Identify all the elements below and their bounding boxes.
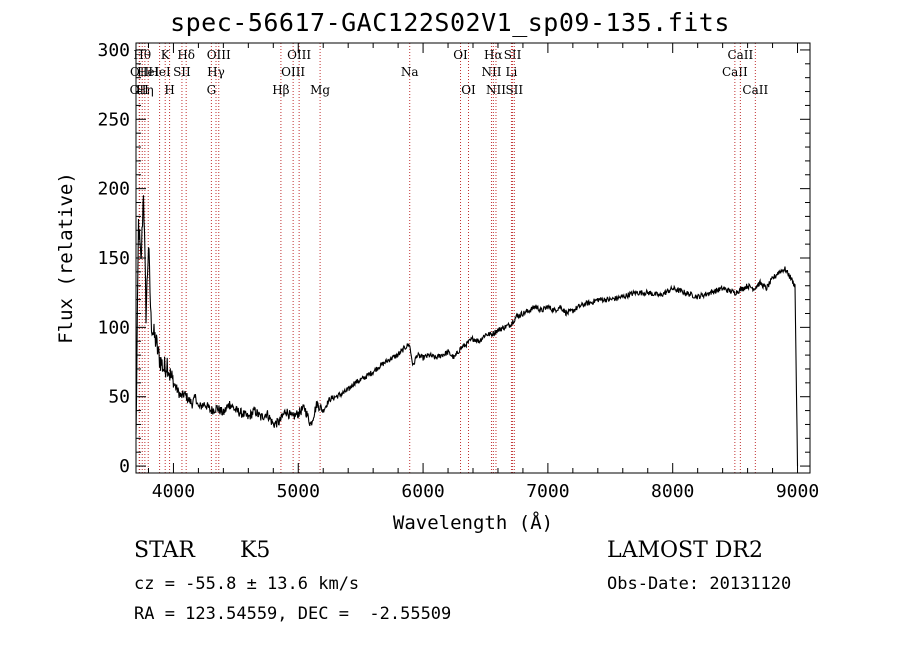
line-label: Hδ — [177, 48, 195, 62]
line-label: SII — [173, 65, 191, 79]
line-label: OII — [130, 65, 150, 79]
line-label: HeI — [148, 65, 171, 79]
obs-date: Obs-Date: 20131120 — [607, 574, 792, 594]
x-tick-label: 5000 — [277, 481, 320, 502]
line-label: Hθ — [133, 48, 151, 62]
line-label: OII — [130, 83, 150, 97]
axes: 4000 5000 6000 7000 8000 9000 0 50 100 150 200 250 3… — [97, 40, 819, 502]
survey-name: LAMOST DR2 — [607, 538, 763, 563]
x-tick-label: 7000 — [526, 481, 569, 502]
line-label: Hγ — [207, 65, 225, 79]
x-tick-label: 9000 — [776, 481, 819, 502]
line-label: SII — [504, 48, 522, 62]
y-tick-label: 150 — [97, 248, 130, 269]
line-label: OIII — [287, 48, 311, 62]
x-tick-label: 8000 — [651, 481, 694, 502]
line-label: H — [164, 83, 174, 97]
spectrum-line — [135, 195, 799, 467]
line-label: Hη — [136, 83, 154, 97]
object-class: STAR — [134, 538, 195, 563]
line-label: OI — [453, 48, 468, 62]
line-label: Mg — [310, 83, 330, 97]
line-label: CaII — [742, 83, 768, 97]
x-axis-label: Wavelength (Å) — [393, 511, 553, 534]
line-label: OIII — [207, 48, 231, 62]
line-label: Li — [506, 65, 518, 79]
y-axis-label: Flux (relative) — [55, 172, 77, 344]
y-tick-label: 0 — [119, 456, 130, 477]
chart-title: spec-56617-GAC122S02V1_sp09-135.fits — [170, 8, 730, 37]
line-label: Na — [401, 65, 419, 79]
spectrum-series-group — [135, 195, 799, 467]
line-label: K — [161, 48, 171, 62]
line-label: Hα — [484, 48, 503, 62]
line-label: G — [207, 83, 217, 97]
line-label: NII — [486, 83, 506, 97]
x-tick-label: 6000 — [401, 481, 444, 502]
line-label: CaII — [722, 65, 748, 79]
line-label: OI — [461, 83, 476, 97]
line-label: SII — [505, 83, 523, 97]
y-tick-label: 100 — [97, 317, 130, 338]
object-subclass: K5 — [240, 538, 271, 563]
y-tick-label: 200 — [97, 179, 130, 200]
y-tick-label: 300 — [97, 40, 130, 61]
line-label: CaII — [727, 48, 753, 62]
redshift-text: cz = -55.8 ± 13.6 km/s — [134, 574, 360, 594]
line-label: OIII — [281, 65, 305, 79]
line-label: NII — [481, 65, 501, 79]
y-tick-label: 50 — [108, 387, 130, 408]
y-tick-label: 250 — [97, 109, 130, 130]
emission-line-markers: OIIOIIHθHηHeIHeIKHSIIHδGHγOIIIHβOIIIOIII… — [130, 43, 768, 473]
coordinates-text: RA = 123.54559, DEC = -2.55509 — [134, 604, 452, 624]
x-tick-label: 4000 — [152, 481, 195, 502]
line-label: Hβ — [272, 83, 289, 97]
line-label: HeI — [137, 65, 160, 79]
